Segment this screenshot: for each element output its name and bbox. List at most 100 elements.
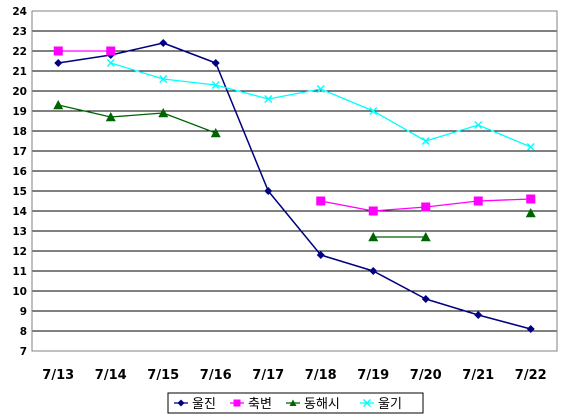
data-point-series-1	[421, 295, 430, 303]
y-tick-label: 13	[12, 226, 27, 238]
data-point-series-2	[368, 206, 378, 216]
data-point-series-1	[369, 267, 378, 275]
x-tick-label: 7/18	[305, 368, 337, 383]
series-line-segment-3	[110, 112, 164, 118]
data-point-series-4	[159, 74, 168, 84]
series-line-segment-1	[110, 42, 164, 56]
x-tick-label: 7/14	[95, 368, 127, 383]
data-point-series-1	[316, 251, 325, 259]
data-point-series-3	[158, 108, 169, 118]
y-tick-label: 15	[12, 186, 27, 198]
series-line-segment-1	[425, 298, 479, 316]
data-point-series-4	[369, 106, 378, 116]
y-tick-label: 16	[12, 166, 27, 178]
y-tick-label: 18	[12, 126, 27, 138]
data-point-series-3	[525, 208, 536, 218]
series-line-segment-2	[425, 200, 479, 208]
series-line-segment-1	[58, 54, 111, 64]
data-point-series-4	[264, 94, 273, 104]
series-line-segment-1	[162, 42, 217, 64]
series-markers	[53, 39, 536, 333]
series-line-segment-4	[477, 124, 532, 148]
y-tick-label: 8	[20, 326, 27, 338]
series-line-segment-4	[372, 110, 427, 142]
y-tick-label: 14	[12, 206, 27, 218]
y-tick-label: 17	[12, 146, 27, 158]
y-tick-label: 22	[12, 46, 27, 58]
data-point-series-2	[473, 196, 483, 206]
series-line-segment-1	[267, 190, 322, 256]
x-tick-label: 7/17	[252, 368, 284, 383]
legend: 울진 축변 동해시 울기	[167, 392, 424, 414]
data-point-series-2	[316, 196, 326, 206]
y-tick-label: 11	[12, 266, 27, 278]
data-point-series-3	[420, 232, 431, 242]
legend-label-4: 울기	[378, 397, 402, 412]
x-tick-label: 7/20	[410, 368, 442, 383]
data-point-series-4	[211, 80, 220, 90]
data-point-series-3	[368, 232, 379, 242]
series-line-segment-4	[110, 62, 164, 80]
data-point-series-3	[105, 112, 116, 122]
x-tick-label: 7/15	[147, 368, 179, 383]
y-tick-label: 23	[12, 26, 27, 38]
data-point-series-1	[264, 187, 273, 195]
data-point-series-4	[316, 84, 325, 94]
data-point-series-3	[53, 100, 64, 110]
data-point-series-1	[474, 311, 483, 319]
data-point-series-4	[474, 120, 483, 130]
data-point-series-2	[421, 202, 431, 212]
gridlines	[32, 30, 557, 332]
series-line-segment-2	[478, 198, 531, 202]
y-tick-label: 9	[20, 306, 27, 318]
legend-label-3: 동해시	[304, 397, 340, 412]
legend-marker-2	[233, 399, 241, 407]
series-line-segment-3	[58, 104, 111, 118]
y-tick-label: 20	[12, 86, 27, 98]
series-line-segment-4	[163, 78, 216, 86]
data-point-series-2	[106, 46, 116, 56]
legend-marker-4	[362, 398, 372, 408]
x-tick-label: 7/19	[357, 368, 389, 383]
x-axis-ticks: 7/13 7/14 7/15 7/16 7/17 7/18 7/19 7/20 7/21 7/22	[42, 368, 546, 383]
series-line-segment-4	[425, 124, 479, 142]
series-lines	[58, 42, 532, 330]
y-tick-label: 21	[12, 66, 27, 78]
series-line-segment-3	[163, 112, 216, 134]
data-point-series-1	[54, 59, 63, 67]
series-line-segment-4	[215, 84, 269, 100]
legend-marker-1	[177, 399, 185, 407]
legend-label-2: 축변	[248, 397, 272, 412]
data-point-series-4	[106, 58, 115, 68]
legend-label-1: 울진	[192, 397, 216, 412]
x-tick-label: 7/16	[200, 368, 232, 383]
y-tick-label: 19	[12, 106, 27, 118]
series-line-segment-1	[372, 270, 427, 300]
plot-area-border	[31, 10, 558, 352]
series-line-segment-1	[478, 314, 531, 330]
data-point-series-2	[526, 194, 536, 204]
data-point-series-4	[526, 142, 535, 152]
data-point-series-1	[526, 325, 535, 333]
x-tick-label: 7/13	[42, 368, 74, 383]
y-tick-label: 12	[12, 246, 27, 258]
legend-marker-3	[289, 399, 297, 406]
data-point-series-4	[421, 136, 430, 146]
series-line-segment-2	[373, 206, 426, 212]
data-point-series-2	[53, 46, 63, 56]
y-tick-label: 24	[12, 6, 27, 18]
data-point-series-1	[159, 39, 168, 47]
series-line-segment-1	[215, 62, 269, 192]
data-point-series-1	[211, 59, 220, 67]
data-point-series-3	[210, 128, 221, 138]
y-tick-label: 7	[20, 346, 27, 358]
x-tick-label: 7/21	[462, 368, 494, 383]
y-axis-ticks: 7 8 9 10 11 12 13 14 15 16 17 18 19 20 21 22 23 24	[12, 6, 27, 358]
series-line-segment-4	[268, 88, 321, 100]
y-tick-label: 10	[12, 286, 27, 298]
series-line-segment-4	[320, 88, 374, 112]
series-line-segment-2	[320, 200, 374, 212]
